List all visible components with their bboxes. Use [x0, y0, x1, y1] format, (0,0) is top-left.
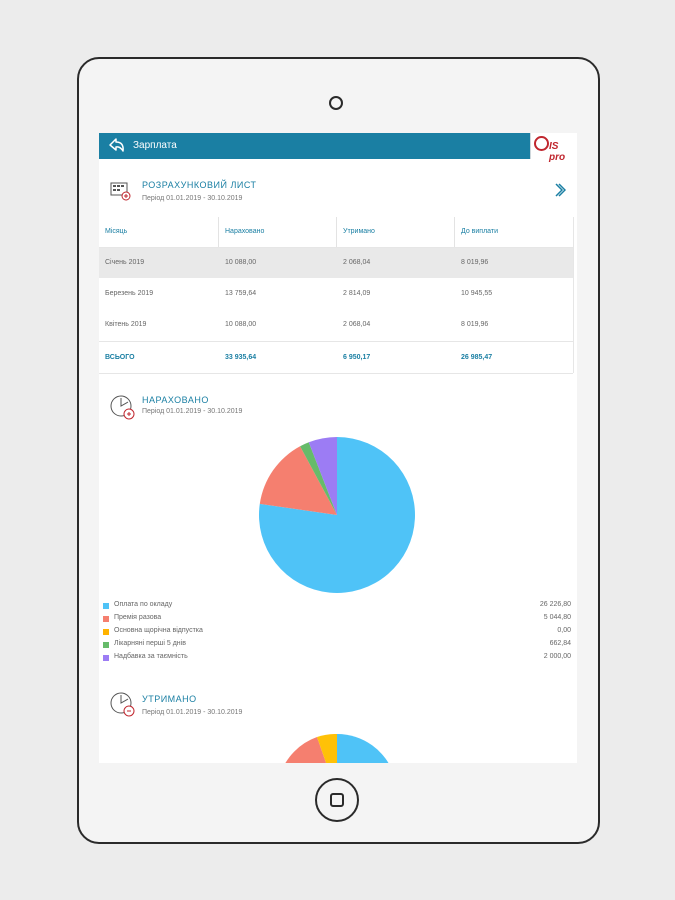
accrued-title: НАРАХОВАНО	[142, 395, 209, 405]
withheld-icon	[110, 692, 135, 717]
pie-slice	[337, 734, 389, 763]
pie-slice	[308, 437, 337, 515]
col-header-accrued: Нараховано	[219, 217, 337, 247]
legend-label: Премія разова	[114, 614, 162, 621]
total-payout: 26 985,47	[461, 354, 493, 361]
cell-payout: 10 945,55	[461, 290, 493, 297]
app-title: Зарплата	[133, 140, 177, 151]
cell-payout: 8 019,96	[461, 321, 489, 328]
legend-item: Основна щорічна відпустка 0,00	[103, 626, 571, 639]
logo-text: IS pro	[549, 141, 566, 163]
payslip-period: Період 01.01.2019 - 30.10.2019	[142, 195, 243, 202]
legend-swatch	[103, 642, 109, 648]
legend-label: Лікарняні перші 5 днів	[114, 640, 186, 647]
table-row[interactable]: Квітень 2019 10 088,00 2 068,04 8 019,96	[99, 310, 573, 340]
pie-slice	[285, 737, 327, 763]
app-bar: Зарплата IS pro	[99, 133, 577, 163]
accrued-icon	[110, 395, 135, 420]
cell-month: Березень 2019	[105, 290, 154, 297]
withheld-pie-chart	[285, 734, 389, 763]
col-header-month: Місяць	[99, 217, 219, 247]
accrued-legend: Оплата по окладу 26 226,80 Премія разова…	[99, 600, 577, 670]
pie-slice	[317, 734, 337, 763]
cell-accrued: 10 088,00	[225, 259, 257, 266]
legend-item: Премія разова 5 044,80	[103, 613, 571, 626]
cell-month: Січень 2019	[105, 259, 145, 266]
cell-accrued: 13 759,64	[225, 290, 257, 297]
home-square-icon	[330, 793, 344, 807]
cell-withheld: 2 068,04	[343, 321, 371, 328]
legend-item: Оплата по окладу 26 226,80	[103, 600, 571, 613]
table-row[interactable]: Січень 2019 10 088,00 2 068,04 8 019,96	[99, 248, 573, 278]
legend-swatch	[103, 603, 109, 609]
withheld-period: Період 01.01.2019 - 30.10.2019	[142, 709, 243, 716]
accrued-pie-chart	[259, 437, 415, 593]
ispro-logo: IS pro	[530, 133, 577, 163]
withheld-title: УТРИМАНО	[142, 694, 197, 704]
app-screen: Зарплата IS pro РОЗРАХУНКОВИЙ ЛИСТ Періо…	[99, 133, 577, 763]
back-icon[interactable]	[107, 136, 127, 156]
table-total-row: ВСЬОГО 33 935,64 6 950,17 26 985,47	[99, 343, 573, 373]
legend-value: 26 226,80	[539, 601, 571, 608]
camera	[329, 96, 343, 110]
legend-value: 0,00	[557, 627, 571, 634]
legend-value: 662,84	[549, 640, 571, 647]
cell-month: Квітень 2019	[105, 321, 147, 328]
pie-slice	[259, 446, 337, 515]
legend-swatch	[103, 629, 109, 635]
accrued-period: Період 01.01.2019 - 30.10.2019	[142, 408, 243, 415]
payslip-title: РОЗРАХУНКОВИЙ ЛИСТ	[142, 180, 257, 190]
cell-accrued: 10 088,00	[225, 321, 257, 328]
total-accrued: 33 935,64	[225, 354, 257, 361]
total-withheld: 6 950,17	[343, 354, 371, 361]
payslip-icon	[110, 182, 131, 201]
legend-swatch	[103, 655, 109, 661]
home-button[interactable]	[315, 778, 359, 822]
cell-withheld: 2 068,04	[343, 259, 371, 266]
legend-swatch	[103, 616, 109, 622]
legend-label: Основна щорічна відпустка	[114, 627, 203, 634]
legend-item: Лікарняні перші 5 днів 662,84	[103, 639, 571, 652]
total-label: ВСЬОГО	[105, 354, 135, 361]
table-header: Місяць Нараховано Утримано До виплати	[99, 217, 573, 247]
col-header-payout: До виплати	[461, 228, 499, 235]
col-header-withheld: Утримано	[337, 217, 455, 247]
legend-item: Надбавка за таємність 2 000,00	[103, 652, 571, 665]
legend-label: Оплата по окладу	[114, 601, 173, 608]
chevron-right-icon[interactable]	[554, 183, 566, 197]
pie-slice	[300, 442, 337, 515]
legend-value: 2 000,00	[543, 653, 571, 660]
legend-value: 5 044,80	[543, 614, 571, 621]
cell-payout: 8 019,96	[461, 259, 489, 266]
legend-label: Надбавка за таємність	[114, 653, 188, 660]
table-row[interactable]: Березень 2019 13 759,64 2 814,09 10 945,…	[99, 279, 573, 309]
cell-withheld: 2 814,09	[343, 290, 371, 297]
payslip-table: Місяць Нараховано Утримано До виплати Сі…	[99, 217, 574, 374]
